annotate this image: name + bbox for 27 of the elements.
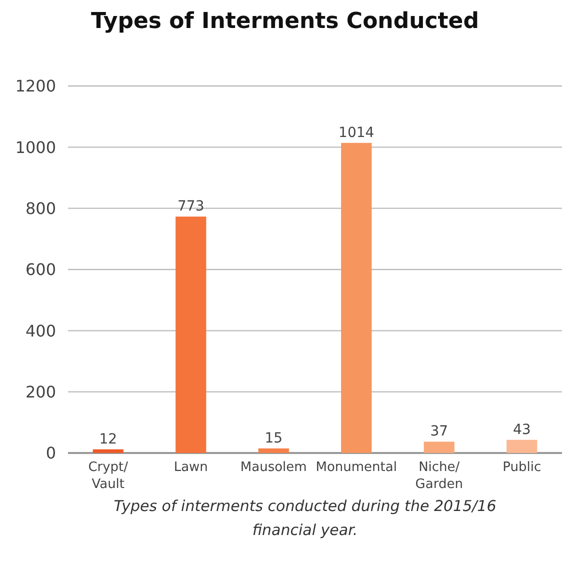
- bar: [424, 442, 454, 453]
- data-label: 37: [430, 424, 448, 440]
- x-tick-label: Monumental: [316, 460, 397, 475]
- y-tick-label: 1200: [15, 76, 56, 96]
- y-tick-label: 0: [46, 444, 56, 463]
- data-label: 12: [99, 431, 118, 448]
- x-tick-label: Lawn: [174, 460, 208, 475]
- x-tick-label: Crypt/Vault: [88, 460, 129, 492]
- bar: [506, 440, 538, 453]
- bar: [92, 449, 124, 453]
- y-tick-label: 600: [25, 260, 56, 280]
- bar: [341, 142, 372, 453]
- data-label: 1014: [338, 124, 374, 141]
- data-label: 15: [264, 430, 283, 446]
- y-tick-label: 1000: [15, 138, 56, 157]
- y-tick-label: 800: [25, 198, 56, 218]
- x-tick-label: Public: [502, 460, 542, 475]
- data-label: 773: [178, 198, 204, 215]
- bar: [176, 216, 206, 453]
- data-label: 43: [512, 422, 531, 438]
- bar: [258, 448, 289, 453]
- text: Types of interments conducted during the 2015/16 financial year.: [114, 497, 496, 539]
- x-tick-label: Mausolem: [240, 460, 307, 475]
- y-tick-label: 400: [25, 321, 56, 340]
- y-tick-label: 200: [25, 382, 56, 402]
- chart-title: Types of Interments Conducted: [91, 9, 479, 34]
- x-tick-label: Niche/Garden: [415, 460, 463, 492]
